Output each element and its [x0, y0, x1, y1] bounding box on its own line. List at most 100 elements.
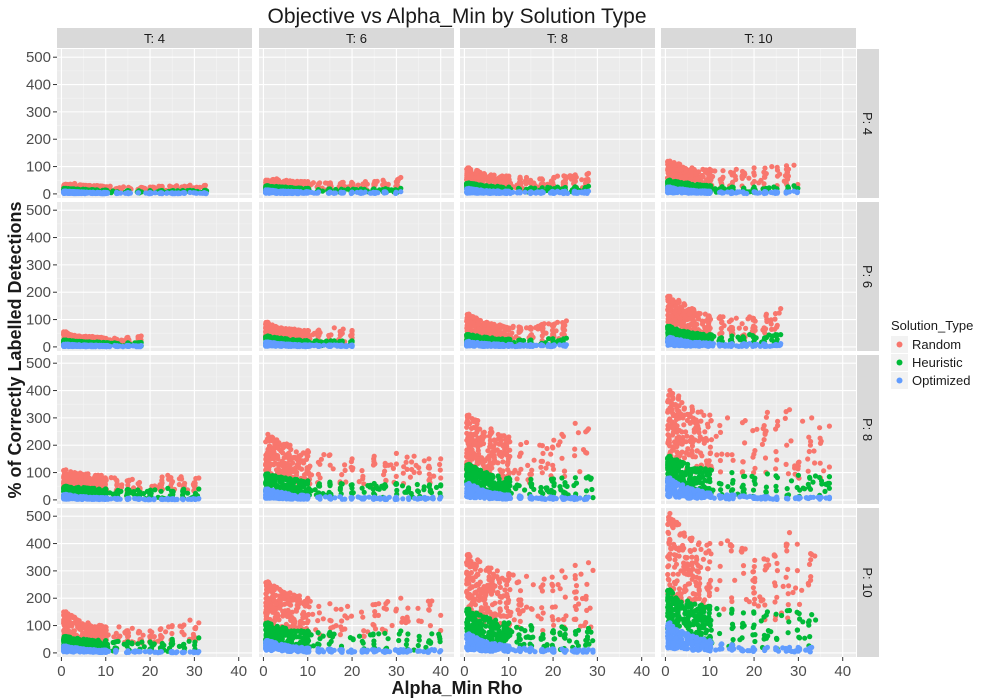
data-point: [554, 188, 561, 194]
column-strip: [259, 28, 454, 48]
data-point: [701, 182, 707, 189]
data-point: [339, 343, 345, 349]
facet-panel: [57, 202, 252, 351]
data-point: [707, 183, 713, 189]
data-point: [707, 188, 713, 194]
data-point: [528, 189, 534, 195]
facet-panels: T: 4 T: 6 T: 8 T: 10P: 4P: 6P: 8P: 10010020…: [26, 28, 879, 680]
data-point: [479, 171, 485, 177]
data-point: [739, 175, 745, 181]
data-point: [305, 343, 311, 349]
data-point: [585, 176, 591, 182]
y-tick-label: 0: [43, 186, 51, 203]
data-point: [147, 189, 153, 196]
data-point: [349, 327, 355, 334]
data-point: [349, 342, 355, 348]
data-point: [774, 173, 781, 179]
data-point: [791, 188, 797, 194]
data-point: [158, 190, 164, 196]
panel-background: [57, 49, 252, 198]
y-tick-label: 0: [43, 339, 51, 356]
facet-panel: [57, 49, 252, 198]
row-strip-label: P: 8: [860, 418, 875, 441]
data-point: [164, 190, 170, 196]
data-point: [784, 169, 791, 176]
data-point: [63, 329, 69, 335]
data-point: [466, 180, 472, 186]
data-point: [94, 190, 101, 196]
data-point: [63, 188, 69, 194]
data-point: [102, 343, 108, 349]
data-point: [554, 173, 561, 179]
data-point: [380, 177, 386, 183]
data-point: [751, 170, 757, 176]
y-tick-label: 300: [26, 104, 51, 121]
data-point: [382, 189, 389, 195]
column-strip: [57, 28, 252, 48]
data-point: [571, 190, 577, 196]
data-point: [269, 322, 275, 328]
data-point: [477, 188, 483, 194]
data-point: [278, 325, 284, 331]
data-point: [678, 166, 684, 172]
data-point: [572, 178, 579, 184]
facet-panel: [460, 49, 655, 198]
data-point: [115, 190, 121, 196]
column-strip-label: T: 6: [346, 31, 367, 46]
data-point: [774, 190, 780, 196]
data-point: [296, 342, 302, 348]
data-point: [791, 162, 797, 168]
data-point: [466, 165, 472, 171]
data-point: [112, 342, 118, 349]
data-point: [494, 189, 500, 195]
data-point: [315, 190, 321, 196]
row-strip: [857, 202, 879, 351]
data-point: [63, 341, 69, 347]
data-point: [271, 188, 277, 195]
data-point: [762, 189, 768, 195]
data-point: [325, 342, 331, 348]
data-point: [358, 189, 364, 195]
data-point: [393, 190, 399, 196]
column-strip: [460, 28, 655, 48]
facet-panel: [460, 202, 655, 351]
data-point: [138, 342, 144, 349]
data-point: [784, 174, 791, 181]
data-point: [156, 183, 162, 189]
data-point: [774, 164, 780, 170]
data-point: [294, 189, 300, 195]
data-point: [545, 184, 551, 190]
data-point: [72, 180, 78, 187]
data-point: [708, 177, 714, 183]
data-point: [362, 179, 368, 185]
data-point: [518, 181, 524, 187]
y-tick-label: 100: [26, 312, 51, 329]
data-point: [289, 188, 295, 194]
data-point: [326, 332, 332, 339]
data-point: [398, 174, 404, 181]
data-point: [761, 174, 768, 180]
y-tick-label: 500: [26, 49, 51, 66]
data-point: [98, 334, 104, 340]
data-point: [699, 172, 705, 179]
data-point: [685, 180, 691, 186]
data-point: [720, 174, 726, 180]
data-point: [729, 189, 735, 195]
data-point: [305, 327, 311, 334]
data-point: [199, 190, 205, 196]
data-point: [572, 172, 578, 178]
data-point: [125, 189, 131, 196]
data-point: [522, 189, 528, 195]
column-strip-label: T: 10: [744, 31, 772, 46]
row-strip: [857, 508, 879, 657]
data-point: [475, 168, 481, 174]
data-point: [751, 165, 757, 171]
data-point: [291, 326, 298, 332]
data-point: [81, 189, 87, 195]
data-point: [506, 173, 512, 179]
data-point: [76, 342, 82, 348]
data-point: [516, 189, 522, 195]
data-point: [283, 188, 289, 194]
data-point: [585, 170, 592, 176]
